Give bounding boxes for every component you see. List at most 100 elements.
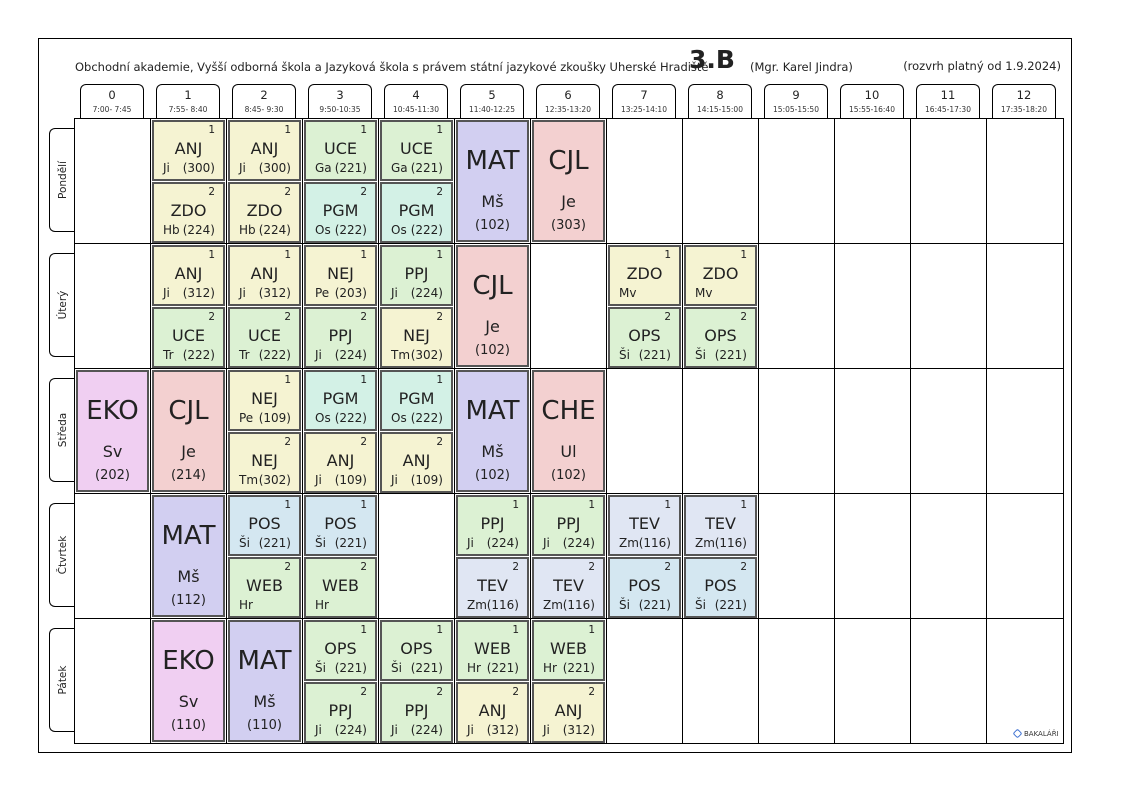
- lesson-group-cell[interactable]: 2 PPJ Ji (224): [304, 307, 377, 368]
- lesson-group-cell[interactable]: 2 OPS Ši (221): [684, 307, 757, 368]
- period-time: 12:35-13:20: [545, 105, 591, 114]
- lesson-teacher: Os: [391, 223, 407, 237]
- lesson-group-cell[interactable]: 2 ANJ Ji (109): [380, 432, 453, 493]
- grid-vline: [682, 118, 683, 744]
- lesson-cell[interactable]: EKO Sv (202): [76, 370, 149, 492]
- lesson-group-cell[interactable]: 1 UCE Ga (221): [380, 120, 453, 181]
- lesson-group-cell[interactable]: 1 UCE Ga (221): [304, 120, 377, 181]
- lesson-group-cell[interactable]: 2 PPJ Ji (224): [380, 682, 453, 743]
- group-number: 2: [664, 311, 671, 323]
- lesson-group-cell[interactable]: 1 TEV Zm (116): [608, 495, 681, 556]
- lesson-subject: PGM: [398, 389, 435, 408]
- lesson-room: (222): [258, 348, 291, 362]
- lesson-group-cell[interactable]: 1 TEV Zm (116): [684, 495, 757, 556]
- lesson-cell[interactable]: MAT Mš (102): [456, 120, 529, 242]
- lesson-group-cell[interactable]: 2 ANJ Ji (109): [304, 432, 377, 493]
- lesson-group-cell[interactable]: 1 PGM Os (222): [380, 370, 453, 431]
- lesson-group-cell[interactable]: 1 OPS Ši (221): [380, 620, 453, 681]
- lesson-cell[interactable]: EKO Sv (110): [152, 620, 225, 742]
- lesson-subject: UCE: [172, 326, 205, 345]
- lesson-group-cell[interactable]: 2 ANJ Ji (312): [532, 682, 605, 743]
- group-number: 2: [512, 561, 519, 573]
- lesson-group-cell[interactable]: 2 UCE Tr (222): [152, 307, 225, 368]
- lesson-group-cell[interactable]: 2 WEB Hr: [228, 557, 301, 618]
- lesson-group-cell[interactable]: 2 OPS Ši (221): [608, 307, 681, 368]
- lesson-group-cell[interactable]: 2 PGM Os (222): [380, 182, 453, 243]
- lesson-group-cell[interactable]: 2 WEB Hr: [304, 557, 377, 618]
- lesson-subject: PPJ: [328, 701, 353, 720]
- period-number: 6: [564, 88, 572, 102]
- lesson-subject: PGM: [322, 389, 359, 408]
- lesson-group-cell[interactable]: 2 PPJ Ji (224): [304, 682, 377, 743]
- lesson-group-cell[interactable]: 1 NEJ Pe (203): [304, 245, 377, 306]
- lesson-subject: ZDO: [702, 264, 739, 283]
- lesson-room: (221): [714, 598, 747, 612]
- lesson-group-cell[interactable]: 1 ANJ Ji (300): [228, 120, 301, 181]
- lesson-group-cell[interactable]: 2 TEV Zm (116): [532, 557, 605, 618]
- period-number: 12: [1016, 88, 1032, 102]
- group-number: 2: [284, 311, 291, 323]
- period-time: 13:25-14:10: [621, 105, 667, 114]
- lesson-cell[interactable]: MAT Mš (112): [152, 495, 225, 617]
- bakalari-logo-icon: [1012, 728, 1023, 739]
- lesson-group-cell[interactable]: 1 ZDO Mv: [608, 245, 681, 306]
- lesson-room: (224): [258, 223, 291, 237]
- lesson-teacher: Ji: [315, 348, 322, 362]
- lesson-group-cell[interactable]: 2 ZDO Hb (224): [152, 182, 225, 243]
- lesson-teacher: Hr: [467, 661, 481, 675]
- lesson-group-cell[interactable]: 2 POS Ši (221): [608, 557, 681, 618]
- grid-vline: [910, 118, 911, 744]
- group-number: 1: [360, 499, 367, 511]
- grid-vline: [454, 118, 455, 744]
- lesson-teacher: Ji: [391, 473, 398, 487]
- lesson-group-cell[interactable]: 1 ANJ Ji (312): [152, 245, 225, 306]
- lesson-group-cell[interactable]: 1 PPJ Ji (224): [532, 495, 605, 556]
- lesson-group-cell[interactable]: 2 PGM Os (222): [304, 182, 377, 243]
- lesson-group-cell[interactable]: 2 TEV Zm (116): [456, 557, 529, 618]
- lesson-cell[interactable]: CJL Je (102): [456, 245, 529, 367]
- lesson-teacher: Hb: [239, 223, 256, 237]
- lesson-group-cell[interactable]: 2 UCE Tr (222): [228, 307, 301, 368]
- day-label-0: Pondělí: [49, 128, 75, 232]
- lesson-teacher: Zm: [695, 536, 715, 550]
- lesson-cell[interactable]: CHE Ul (102): [532, 370, 605, 492]
- lesson-cell[interactable]: CJL Je (303): [532, 120, 605, 242]
- lesson-subject: MAT: [237, 646, 292, 676]
- lesson-cell[interactable]: CJL Je (214): [152, 370, 225, 492]
- lesson-group-cell[interactable]: 1 POS Ši (221): [228, 495, 301, 556]
- lesson-teacher: Ši: [315, 536, 326, 550]
- grid-vline: [378, 118, 379, 744]
- lesson-group-cell[interactable]: 1 OPS Ši (221): [304, 620, 377, 681]
- lesson-cell[interactable]: MAT Mš (110): [228, 620, 301, 742]
- lesson-group-cell[interactable]: 2 NEJ Tm (302): [380, 307, 453, 368]
- lesson-room: (224): [182, 223, 215, 237]
- lesson-group-cell[interactable]: 1 WEB Hr (221): [456, 620, 529, 681]
- lesson-group-cell[interactable]: 1 POS Ši (221): [304, 495, 377, 556]
- grid-vline: [834, 118, 835, 744]
- lesson-group-cell[interactable]: 1 ANJ Ji (300): [152, 120, 225, 181]
- lesson-group-cell[interactable]: 2 POS Ši (221): [684, 557, 757, 618]
- lesson-subject: WEB: [550, 639, 587, 658]
- lesson-group-cell[interactable]: 1 ZDO Mv: [684, 245, 757, 306]
- group-number: 1: [208, 249, 215, 261]
- lesson-subject: ANJ: [250, 264, 279, 283]
- lesson-group-cell[interactable]: 1 PPJ Ji (224): [456, 495, 529, 556]
- lesson-subject: UCE: [324, 139, 357, 158]
- lesson-group-cell[interactable]: 1 PGM Os (222): [304, 370, 377, 431]
- group-number: 1: [588, 499, 595, 511]
- lesson-group-cell[interactable]: 1 NEJ Pe (109): [228, 370, 301, 431]
- lesson-teacher: Ji: [391, 286, 398, 300]
- lesson-group-cell[interactable]: 2 ZDO Hb (224): [228, 182, 301, 243]
- lesson-group-cell[interactable]: 1 ANJ Ji (312): [228, 245, 301, 306]
- day-name: Čtvrtek: [56, 535, 69, 575]
- lesson-teacher: Ga: [391, 161, 408, 175]
- grid-vline: [758, 118, 759, 744]
- lesson-group-cell[interactable]: 1 WEB Hr (221): [532, 620, 605, 681]
- lesson-group-cell[interactable]: 2 ANJ Ji (312): [456, 682, 529, 743]
- lesson-teacher: Ji: [391, 723, 398, 737]
- lesson-teacher: Sv: [102, 442, 123, 461]
- lesson-group-cell[interactable]: 1 PPJ Ji (224): [380, 245, 453, 306]
- period-number: 2: [260, 88, 268, 102]
- lesson-cell[interactable]: MAT Mš (102): [456, 370, 529, 492]
- lesson-group-cell[interactable]: 2 NEJ Tm (302): [228, 432, 301, 493]
